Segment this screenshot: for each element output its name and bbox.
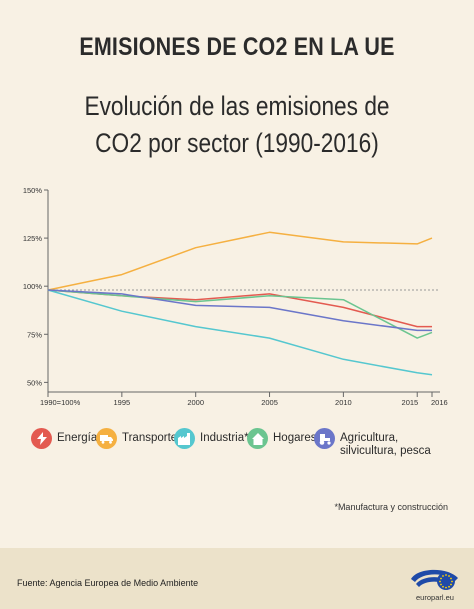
truck-icon — [96, 428, 117, 449]
tractor-icon — [314, 428, 335, 449]
series-line-4 — [47, 289, 432, 332]
series-line-3 — [47, 289, 433, 339]
page-title: EMISIONES DE CO2 EN LA UE — [79, 33, 395, 61]
x-tick-label: 2016 — [431, 398, 448, 407]
x-tick-label: 1990=100% — [40, 398, 81, 407]
lightning-icon — [31, 428, 52, 449]
legend-item-energia: Energía — [31, 428, 97, 449]
footnote: *Manufactura y construcción — [334, 502, 448, 512]
series-line-0 — [47, 289, 432, 328]
x-tick-label: 2010 — [335, 398, 352, 407]
x-tick-label: 1995 — [114, 398, 131, 407]
x-tick-label: 2005 — [261, 398, 278, 407]
subtitle-line-1: Evolución de las emisiones de — [84, 91, 390, 121]
parliament-emblem-icon — [411, 569, 458, 590]
subtitle-line-2: CO2 por sector (1990-2016) — [95, 128, 379, 158]
series-line-2 — [47, 289, 433, 376]
x-tick-label: 2015 — [402, 398, 419, 407]
factory-icon — [174, 428, 195, 449]
y-tick-label: 75% — [27, 330, 42, 339]
y-tick-label: 100% — [23, 282, 43, 291]
series-line-1 — [47, 231, 433, 291]
legend-item-agricultura: Agricultura, silvicultura, pesca — [314, 428, 449, 458]
chart-legend: Energía Transporte Industria* Hogares Ag… — [0, 428, 474, 468]
source-text: Fuente: Agencia Europea de Medio Ambient… — [17, 578, 199, 588]
x-tick-label: 2000 — [187, 398, 204, 407]
line-chart: 150% 125% 100% 75% 50% 1990=100% 1995 2000 2005 2… — [23, 186, 448, 407]
footer-band: Fuente: Agencia Europea de Medio Ambient… — [0, 548, 474, 609]
europarl-logo: europarl.eu — [408, 559, 462, 603]
legend-label: Agricultura, silvicultura, pesca — [340, 432, 431, 457]
legend-label: Hogares — [273, 432, 317, 444]
legend-item-hogares: Hogares — [247, 428, 316, 449]
y-tick-label: 50% — [27, 378, 42, 387]
y-tick-label: 125% — [23, 234, 43, 243]
chart-subtitle: Evolución de las emisiones de CO2 por se… — [38, 88, 436, 162]
legend-label: Transporte — [122, 432, 178, 444]
legend-label: Energía — [57, 432, 98, 444]
logo-text: europarl.eu — [416, 593, 454, 602]
legend-item-transporte: Transporte — [96, 428, 177, 449]
legend-item-industria: Industria* — [174, 428, 249, 449]
house-icon — [247, 428, 268, 449]
y-tick-label: 150% — [23, 186, 43, 195]
legend-label: Industria* — [200, 432, 249, 444]
